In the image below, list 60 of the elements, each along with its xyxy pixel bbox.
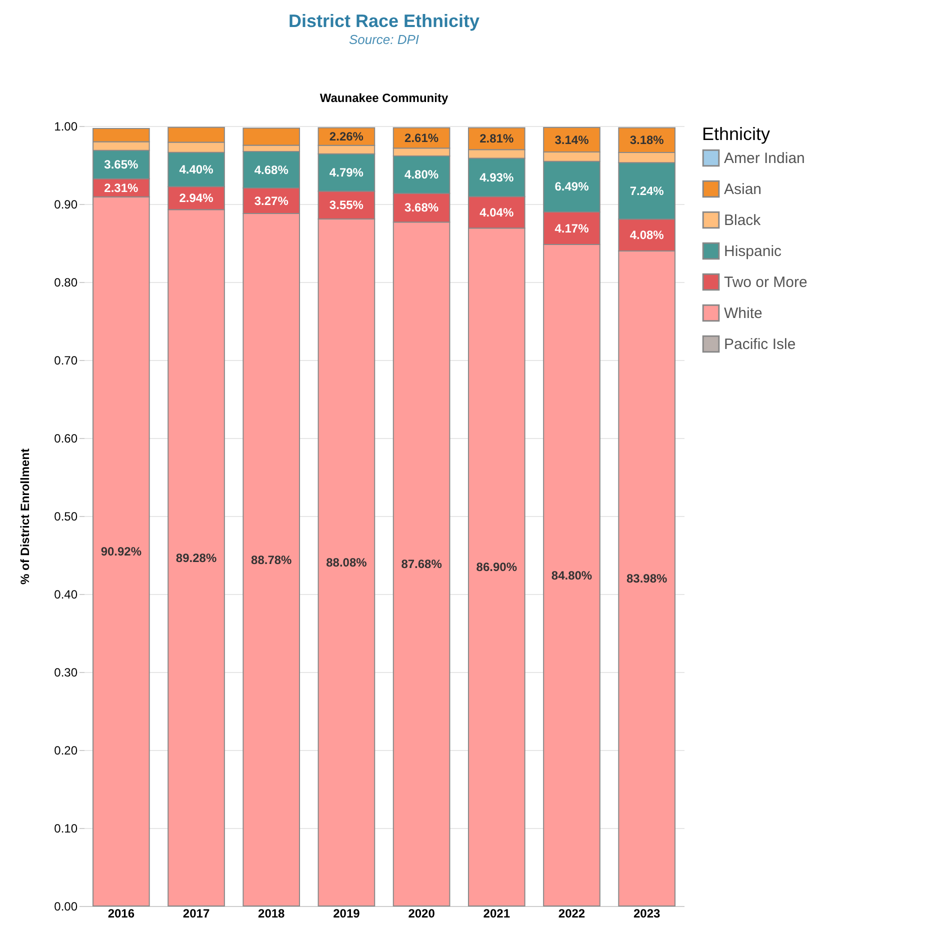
data-label: 90.92% (100, 544, 142, 558)
x-tick-label: 2016 (108, 906, 135, 920)
data-label: 4.93% (480, 170, 514, 184)
y-tick-label: 0.00 (54, 900, 78, 914)
data-label: 4.08% (630, 228, 664, 242)
data-label: 3.18% (630, 133, 664, 148)
x-tick-label: 2021 (483, 906, 510, 920)
data-label: 89.28% (176, 550, 217, 565)
data-label: 4.68% (254, 162, 289, 177)
y-tick-label: 0.90 (54, 198, 78, 212)
data-label: 7.24% (630, 184, 664, 198)
data-label: 4.80% (404, 168, 439, 182)
data-label: 4.17% (554, 221, 590, 236)
y-tick-label: 0.20 (54, 744, 78, 758)
y-tick-label: 0.80 (54, 276, 78, 290)
source-note: Source: DPI (348, 32, 420, 47)
legend-label: Amer Indian (724, 150, 805, 167)
y-tick-label: 0.40 (54, 588, 78, 602)
legend-label: Two or More (724, 274, 808, 291)
text: Waunakee Community (320, 91, 448, 105)
x-tick-label: 2022 (558, 906, 586, 920)
data-label: 2.81% (480, 132, 514, 146)
data-label: 3.27% (254, 194, 289, 208)
y-axis-title: % of District Enrollment (18, 448, 32, 585)
x-tick-label: 2018 (258, 906, 286, 920)
data-label: 88.08% (326, 555, 368, 570)
y-tick-label: 0.60 (54, 432, 78, 446)
data-label: 88.78% (251, 552, 292, 567)
legend-label: Black (724, 212, 762, 229)
legend-label: Hispanic (724, 243, 782, 260)
x-tick-label: 2019 (333, 906, 360, 920)
data-label: 3.68% (404, 200, 439, 215)
data-label: 2.94% (179, 191, 214, 206)
data-label: 87.68% (401, 557, 442, 572)
legend-label: White (724, 305, 762, 322)
data-label: 2.61% (404, 130, 439, 145)
legend-label: Asian (724, 181, 762, 198)
data-label: 6.49% (554, 180, 590, 194)
x-tick-label: 2020 (408, 906, 436, 920)
data-label: 2.26% (329, 130, 364, 144)
chart-title: District Race Ethnicity (288, 11, 480, 31)
data-label: 86.90% (476, 560, 518, 574)
data-label: 4.40% (179, 162, 214, 177)
data-label: 4.04% (480, 205, 514, 220)
data-label: 3.65% (104, 158, 139, 172)
y-tick-label: 0.10 (54, 822, 78, 836)
legend-title: Ethnicity (702, 124, 770, 144)
data-label: 2.31% (104, 180, 139, 195)
data-label: 4.79% (329, 166, 364, 180)
x-tick-label: 2023 (633, 906, 660, 920)
x-tick-label: 2017 (182, 906, 210, 920)
y-tick-label: 0.70 (54, 354, 78, 368)
legend-label: Pacific Isle (724, 336, 796, 353)
y-tick-label: 0.50 (54, 510, 78, 524)
y-tick-label: 1.00 (54, 120, 78, 134)
data-label: 3.55% (329, 198, 364, 212)
data-label: 3.14% (554, 132, 590, 147)
y-tick-label: 0.30 (54, 666, 78, 680)
data-label: 84.80% (551, 568, 592, 582)
data-label: 83.98% (626, 571, 668, 586)
